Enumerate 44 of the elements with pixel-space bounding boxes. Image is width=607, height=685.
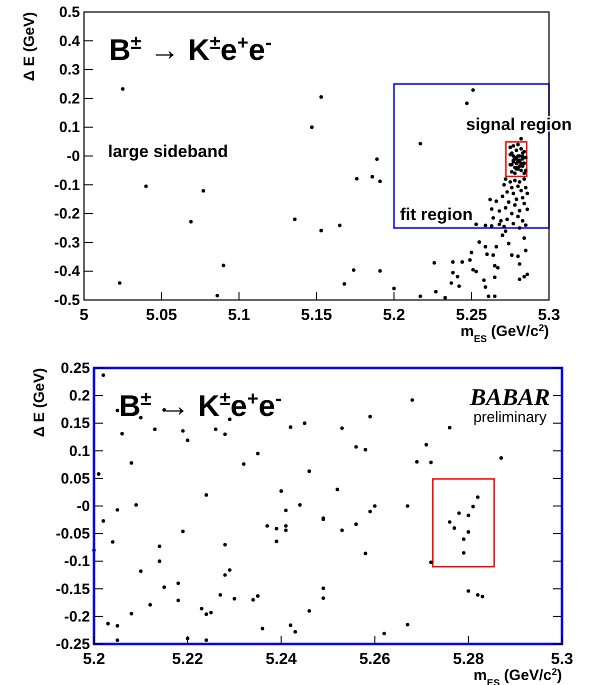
x-tick-label: 5.2 [82,651,106,668]
y-tick-label: -0.2 [54,206,80,223]
y-tick-label: -0.1 [54,176,80,194]
y-tick-label: -0 [76,498,90,515]
y-tick-label: -0.5 [54,292,80,309]
y-axis-title: Δ E (GeV) [31,368,48,438]
x-tick-label: 5.3 [550,651,574,668]
y-tick-label: 0.25 [60,360,90,377]
y-tick-label: -0.3 [54,234,80,252]
y-tick-label: -0.15 [56,580,90,598]
y-tick-label: 0.15 [60,415,90,432]
y-tick-label: 0.5 [59,4,80,21]
y-tick-label: -0 [66,148,80,165]
x-tick-label: 5.22 [172,651,204,668]
x-tick-label: 5.25 [456,307,488,324]
annotation: large sideband [108,142,228,161]
x-tick-label: 5.1 [228,307,250,324]
y-tick-label: 0.2 [69,388,90,405]
text: B$^{±}$ → K$^{±}$e$^{+}$e$^{-}$ [109,32,272,67]
x-tick-label: 5.3 [538,307,560,324]
x-tick-label: 5.05 [146,307,178,324]
x-tick-label: 5 [80,307,89,324]
y-axis-title: Δ E (GeV) [21,12,38,82]
y-tick-label: 0.1 [69,442,90,460]
y-tick-label: -0.25 [56,636,90,653]
annotation: BABAR [468,385,550,411]
y-tick-label: -0.4 [54,263,81,280]
x-tick-label: 5.24 [266,651,297,668]
y-tick-label: -0.1 [64,553,90,570]
annotation: fit region [400,205,473,224]
y-tick-label: 0.2 [59,90,80,108]
y-tick-label: 0.05 [60,470,90,488]
x-tick-label: 5.2 [382,307,406,324]
y-tick-label: -0.05 [56,526,90,543]
annotation: preliminary [473,409,548,426]
x-tick-label: 5.28 [452,651,484,668]
y-tick-label: 0.1 [59,119,80,136]
text: B$^{±}$ → K$^{±}$e$^{+}$e$^{-}$ [119,388,282,423]
x-axis-title: m$_{ES}$ (GeV/c$^{2}$) [460,322,549,344]
y-tick-label: 0.3 [59,62,80,79]
y-tick-label: 0.4 [59,32,81,50]
y-tick-label: -0.2 [64,608,90,626]
x-tick-label: 5.15 [300,307,332,324]
x-tick-label: 5.26 [359,651,390,668]
